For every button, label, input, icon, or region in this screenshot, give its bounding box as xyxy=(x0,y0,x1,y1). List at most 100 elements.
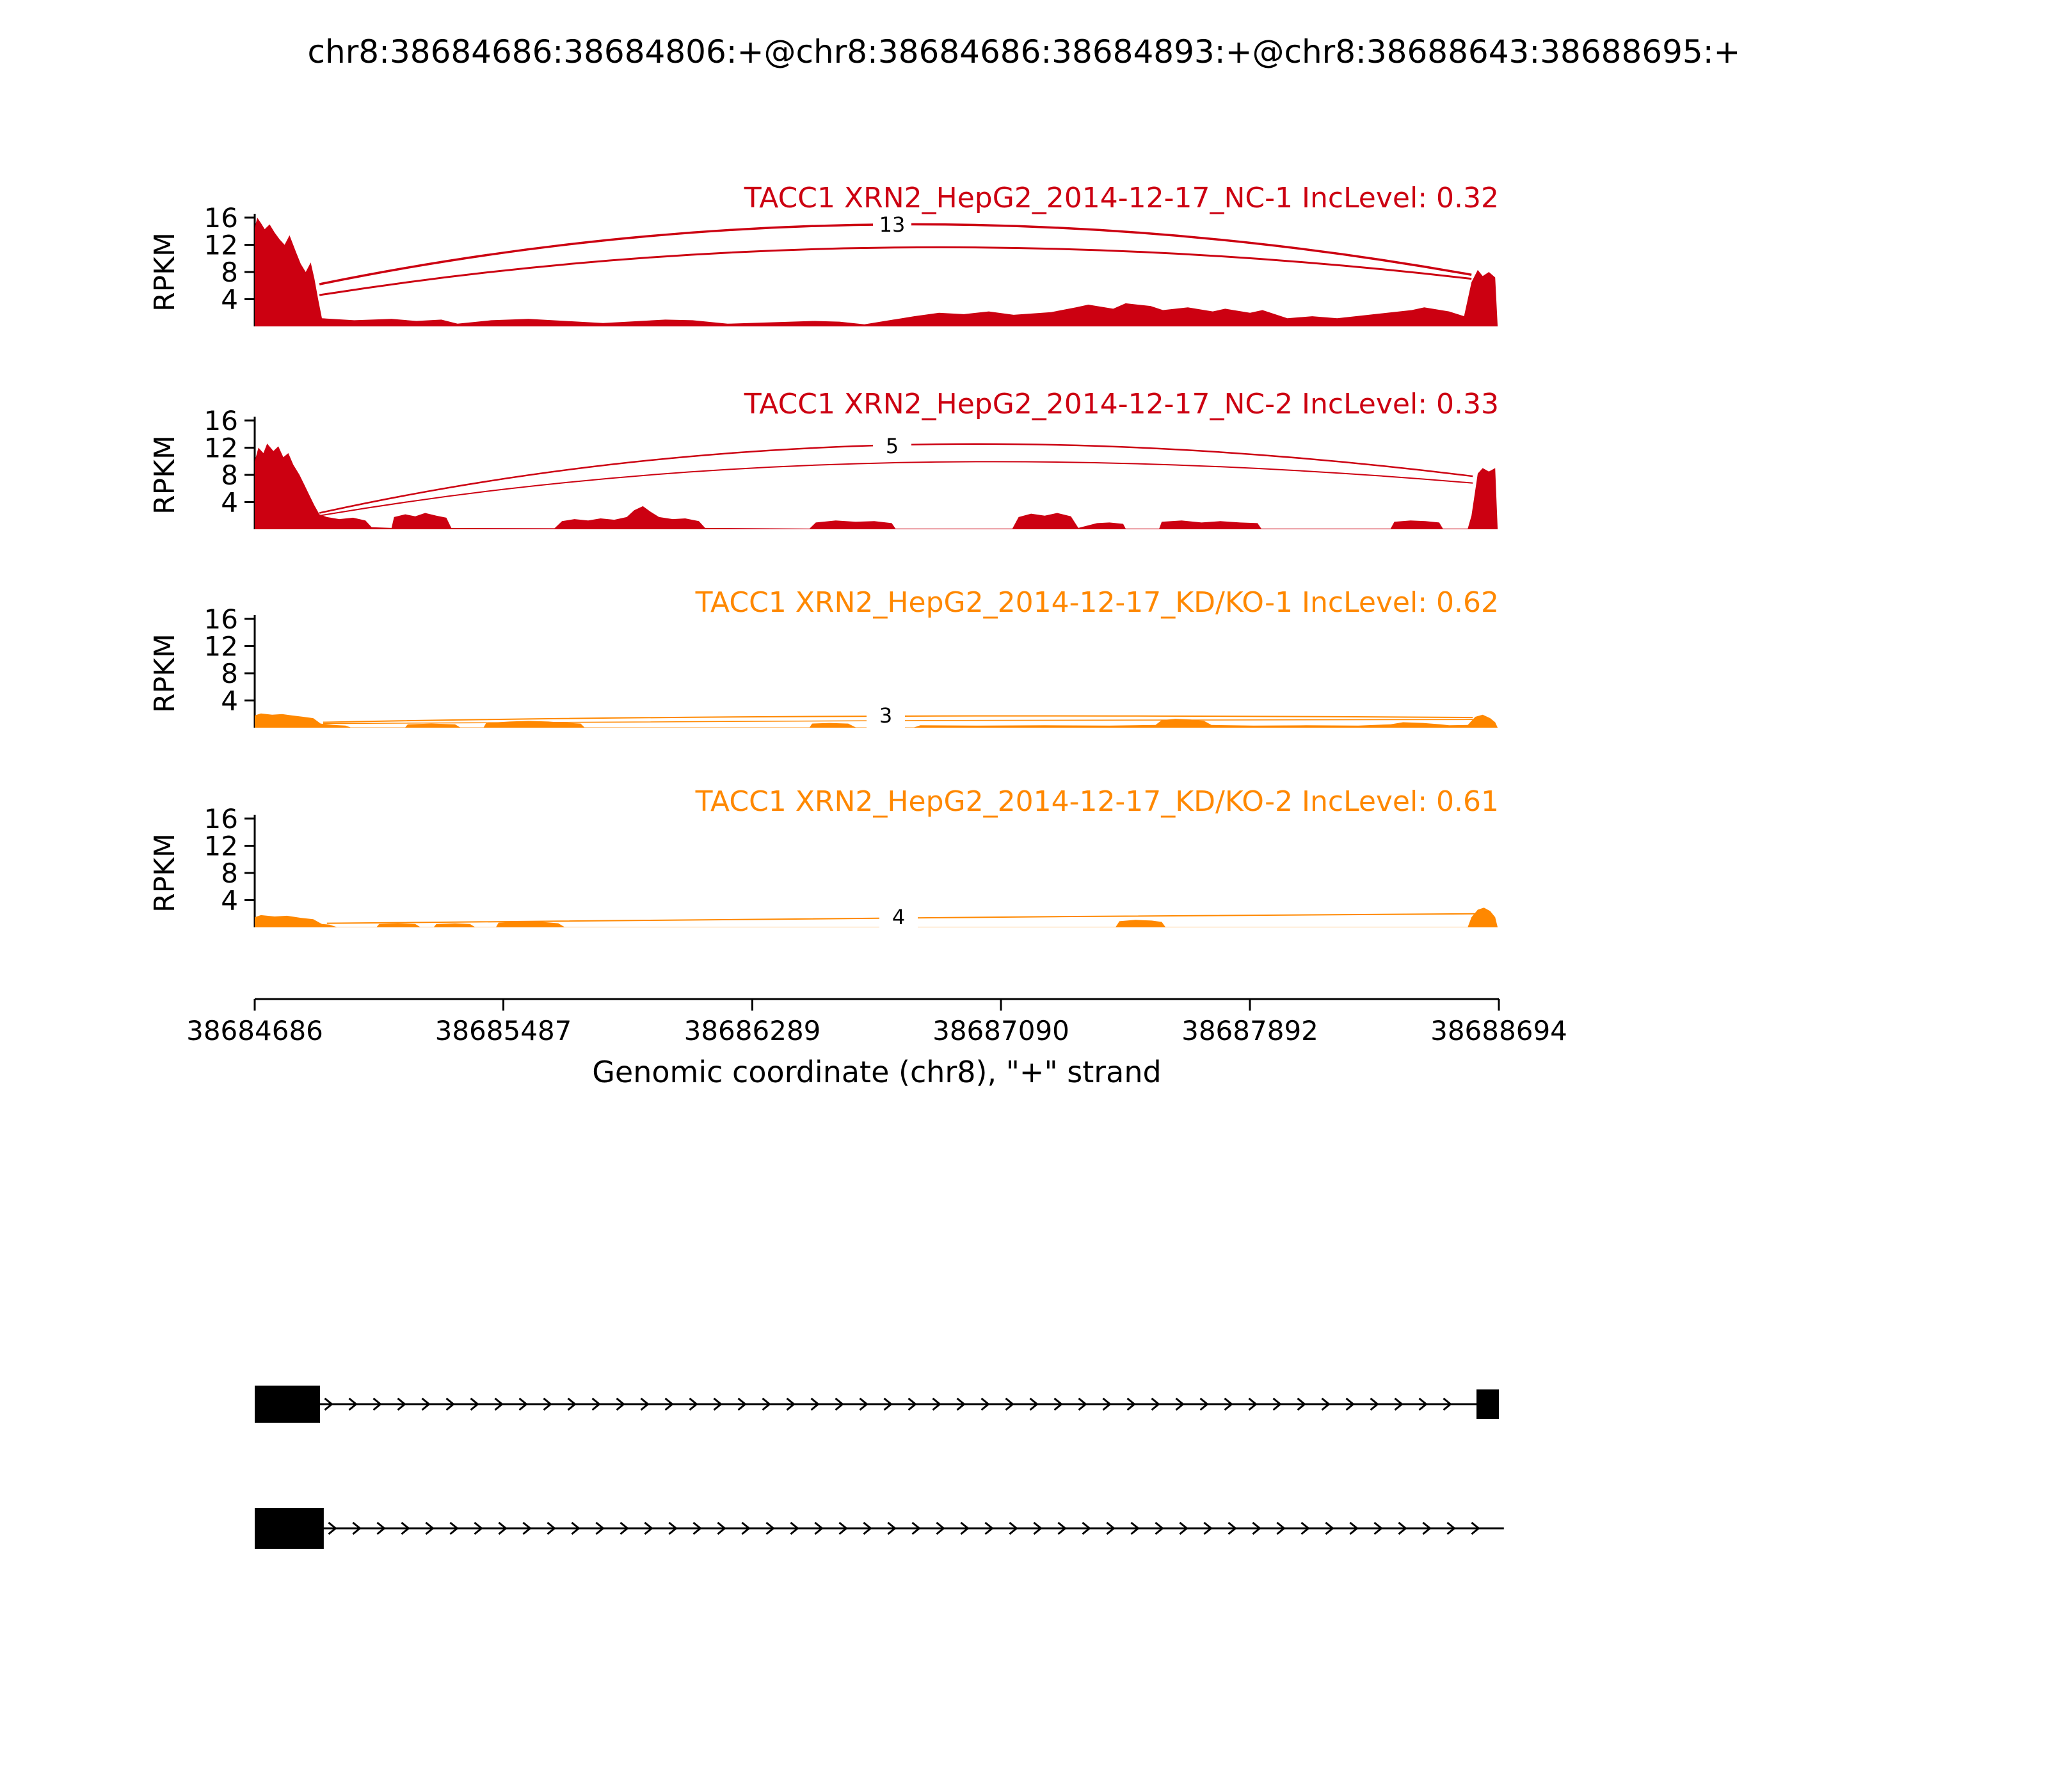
strand-arrow-icon xyxy=(1203,1521,1213,1535)
strand-arrow-icon xyxy=(449,1521,459,1535)
track-label-nc2: TACC1 XRN2_HepG2_2014-12-17_NC-2 IncLeve… xyxy=(744,388,1499,420)
y-tick-label: 16 xyxy=(204,604,238,635)
junction-count-track4: 4 xyxy=(879,903,918,931)
strand-arrow-icon xyxy=(494,1397,504,1411)
strand-arrow-icon xyxy=(936,1521,945,1535)
strand-arrow-icon xyxy=(960,1521,970,1535)
coverage-area xyxy=(255,713,1498,728)
strand-arrow-icon xyxy=(1082,1521,1091,1535)
x-tick-label: 38687892 xyxy=(1181,1015,1318,1046)
strand-arrow-icon xyxy=(1349,1521,1359,1535)
x-tick-label: 38685487 xyxy=(435,1015,572,1046)
y-tick-label: 12 xyxy=(204,831,238,862)
junction-count-track1: 13 xyxy=(873,211,911,239)
x-axis-title: Genomic coordinate (chr8), "+" strand xyxy=(592,1055,1162,1089)
strand-arrow-icon xyxy=(372,1397,382,1411)
strand-arrow-icon xyxy=(348,1397,358,1411)
strand-arrow-icon xyxy=(324,1397,333,1411)
strand-arrow-icon xyxy=(1151,1397,1160,1411)
coverage-area xyxy=(255,908,1498,927)
junction-arc xyxy=(319,461,1473,516)
junction-count-track3: 3 xyxy=(867,701,905,730)
strand-arrow-icon xyxy=(668,1521,678,1535)
y-tick-label: 8 xyxy=(221,460,238,491)
strand-arrow-icon xyxy=(1175,1397,1185,1411)
strand-arrow-icon xyxy=(591,1397,601,1411)
strand-arrow-icon xyxy=(956,1397,966,1411)
strand-arrow-icon xyxy=(522,1521,532,1535)
strand-arrow-icon xyxy=(1224,1397,1233,1411)
y-axis-title-track1: RPKM xyxy=(148,232,181,312)
strand-arrow-icon xyxy=(980,1397,990,1411)
strand-arrow-icon xyxy=(835,1397,844,1411)
strand-arrow-icon xyxy=(1053,1397,1063,1411)
strand-arrow-icon xyxy=(1300,1521,1310,1535)
strand-arrow-icon xyxy=(1126,1397,1136,1411)
y-axis-title-track4: RPKM xyxy=(148,833,181,913)
track-label-kdko2: TACC1 XRN2_HepG2_2014-12-17_KD/KO-2 IncL… xyxy=(695,785,1499,818)
strand-arrow-icon xyxy=(1029,1397,1039,1411)
exon-box xyxy=(255,1508,324,1549)
strand-arrow-icon xyxy=(1272,1397,1282,1411)
strand-arrow-icon xyxy=(1102,1397,1112,1411)
y-tick-label: 4 xyxy=(221,487,238,518)
strand-arrow-icon xyxy=(1321,1397,1331,1411)
strand-arrow-icon xyxy=(474,1521,483,1535)
strand-arrow-icon xyxy=(328,1521,337,1535)
y-tick-label: 8 xyxy=(221,257,238,288)
junction-arc xyxy=(319,246,1472,296)
strand-arrow-icon xyxy=(859,1397,868,1411)
y-tick-label: 4 xyxy=(221,885,238,916)
strand-arrow-icon xyxy=(741,1521,751,1535)
track-label-nc1: TACC1 XRN2_HepG2_2014-12-17_NC-1 IncLeve… xyxy=(744,182,1499,214)
strand-arrow-icon xyxy=(595,1521,605,1535)
y-tick-label: 12 xyxy=(204,433,238,464)
strand-arrow-icon xyxy=(1179,1521,1188,1535)
strand-arrow-icon xyxy=(616,1397,625,1411)
strand-arrow-icon xyxy=(376,1521,386,1535)
page-title: chr8:38684686:38684806:+@chr8:38684686:3… xyxy=(307,33,1741,70)
strand-arrow-icon xyxy=(1106,1521,1116,1535)
strand-arrow-icon xyxy=(908,1397,917,1411)
strand-arrow-icon xyxy=(644,1521,653,1535)
strand-arrow-icon xyxy=(425,1521,435,1535)
strand-arrow-icon xyxy=(1370,1397,1379,1411)
strand-arrow-icon xyxy=(765,1521,775,1535)
strand-arrow-icon xyxy=(737,1397,747,1411)
strand-arrow-icon xyxy=(1057,1521,1067,1535)
strand-arrow-icon xyxy=(1373,1521,1383,1535)
strand-arrow-icon xyxy=(692,1521,702,1535)
strand-arrow-icon xyxy=(1199,1397,1209,1411)
x-tick-label: 38686289 xyxy=(684,1015,821,1046)
strand-arrow-icon xyxy=(401,1521,410,1535)
strand-arrow-icon xyxy=(689,1397,698,1411)
strand-arrow-icon xyxy=(352,1521,362,1535)
strand-arrow-icon xyxy=(863,1521,872,1535)
strand-arrow-icon xyxy=(664,1397,674,1411)
track-label-kdko1: TACC1 XRN2_HepG2_2014-12-17_KD/KO-1 IncL… xyxy=(695,586,1499,619)
strand-arrow-icon xyxy=(1009,1521,1018,1535)
strand-arrow-icon xyxy=(421,1397,431,1411)
y-tick-label: 16 xyxy=(204,202,238,234)
strand-arrow-icon xyxy=(397,1397,406,1411)
strand-arrow-icon xyxy=(810,1397,820,1411)
y-tick-label: 4 xyxy=(221,685,238,717)
y-tick-label: 12 xyxy=(204,631,238,662)
strand-arrow-icon xyxy=(470,1397,479,1411)
strand-arrow-icon xyxy=(1418,1397,1428,1411)
strand-arrow-icon xyxy=(1471,1521,1480,1535)
strand-arrow-icon xyxy=(571,1521,580,1535)
strand-arrow-icon xyxy=(883,1397,893,1411)
strand-arrow-icon xyxy=(1398,1521,1407,1535)
strand-arrow-icon xyxy=(498,1521,508,1535)
exon-box xyxy=(255,1386,321,1423)
strand-arrow-icon xyxy=(1248,1397,1258,1411)
strand-arrow-icon xyxy=(762,1397,771,1411)
strand-arrow-icon xyxy=(1394,1397,1404,1411)
junction-count-track2: 5 xyxy=(873,432,911,460)
strand-arrow-icon xyxy=(543,1397,552,1411)
strand-arrow-icon xyxy=(518,1397,528,1411)
strand-arrow-icon xyxy=(1325,1521,1334,1535)
strand-arrow-icon xyxy=(1443,1397,1452,1411)
